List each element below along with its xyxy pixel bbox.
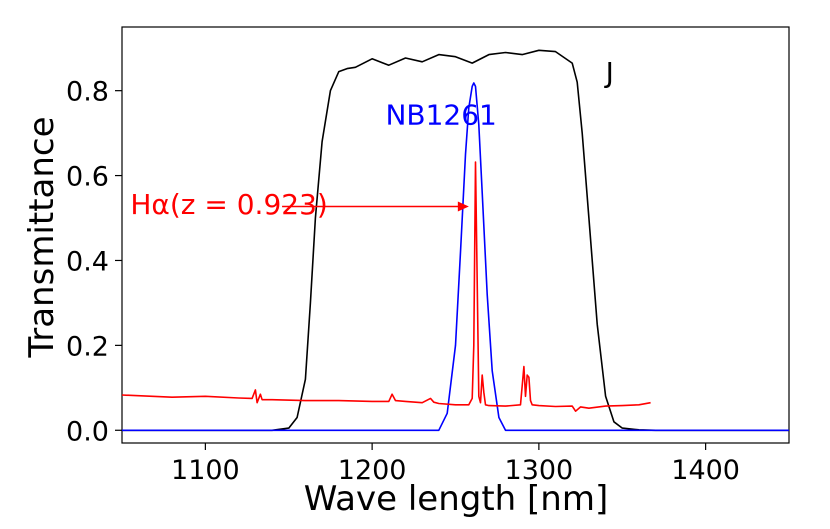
annotation-arrow-head	[457, 201, 469, 212]
x-tick-label: 1400	[671, 455, 740, 486]
y-tick-label: 0.4	[66, 246, 109, 277]
annotation-j: J	[604, 56, 614, 89]
series-line-1	[122, 82, 789, 432]
x-axis-label: Wave length [nm]	[304, 479, 609, 519]
annotation-nb: NB1261	[385, 99, 496, 132]
x-tick-label: 1200	[338, 455, 407, 486]
y-tick-label: 0.8	[66, 77, 109, 108]
y-tick-label: 0.2	[66, 331, 109, 362]
y-tick-label: 0.0	[66, 416, 109, 447]
series-line-2	[122, 161, 651, 413]
series-line-0	[122, 49, 789, 432]
plot-frame	[121, 26, 790, 444]
y-axis-label: Transmittance	[22, 116, 62, 358]
x-tick-label: 1300	[505, 455, 574, 486]
annotation-ha: Hα(z = 0.923)	[130, 188, 327, 221]
x-tick-label: 1100	[171, 455, 240, 486]
y-tick-label: 0.6	[66, 162, 109, 193]
